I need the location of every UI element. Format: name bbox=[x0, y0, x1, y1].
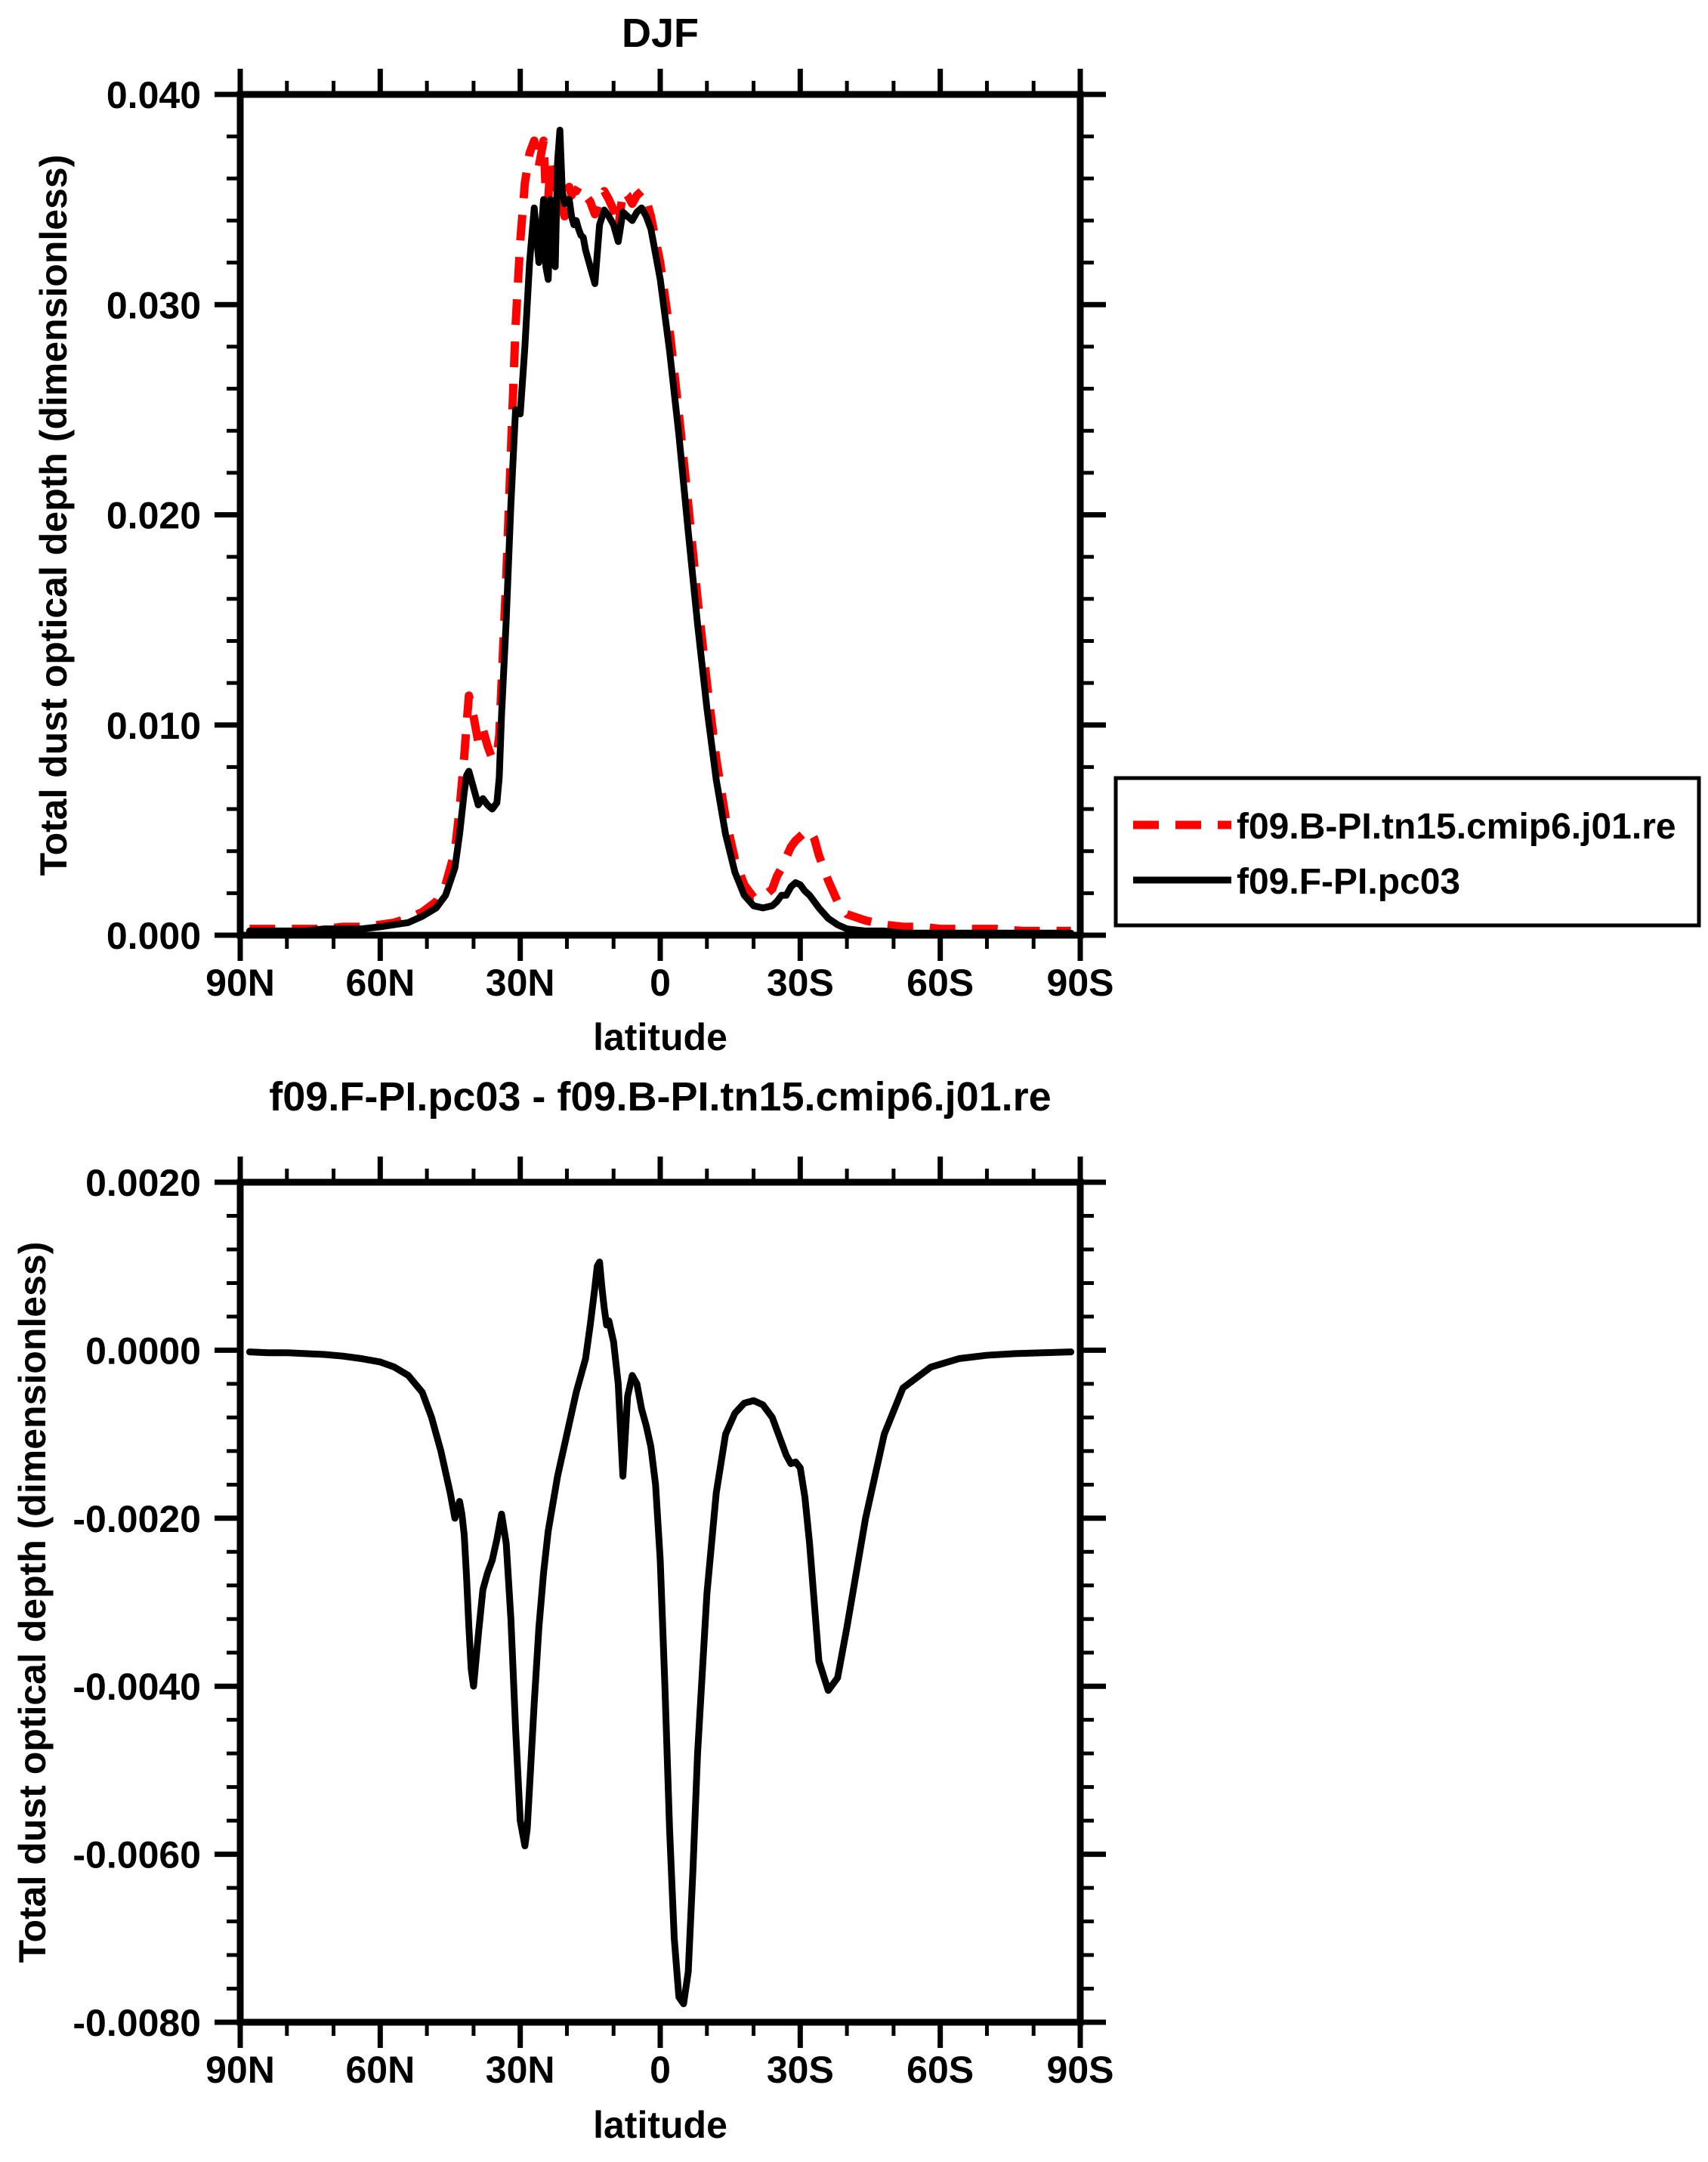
x-tick-label: 60S bbox=[907, 962, 974, 1004]
x-tick-label: 90S bbox=[1047, 2049, 1114, 2091]
x-tick-label: 90N bbox=[205, 2049, 275, 2091]
panel-title: f09.F-PI.pc03 - f09.B-PI.tn15.cmip6.j01.… bbox=[269, 1074, 1051, 1120]
y-tick-label: -0.0040 bbox=[73, 1666, 201, 1708]
x-tick-label: 30N bbox=[486, 962, 555, 1004]
y-tick-label: 0.0020 bbox=[85, 1162, 201, 1204]
y-axis-label: Total dust optical depth (dimensionless) bbox=[32, 155, 75, 876]
y-tick-label: 0.040 bbox=[107, 74, 201, 116]
legend: f09.B-PI.tn15.cmip6.j01.re f09.F-PI.pc03 bbox=[1113, 776, 1701, 928]
x-tick-label: 60N bbox=[345, 2049, 415, 2091]
x-axis-label: latitude bbox=[593, 1016, 727, 1058]
y-tick-label: 0.020 bbox=[107, 495, 201, 537]
y-tick-label: 0.030 bbox=[107, 284, 201, 326]
legend-entry-label: f09.F-PI.pc03 bbox=[1237, 862, 1460, 902]
legend-box bbox=[1113, 776, 1701, 928]
x-tick-label: 60S bbox=[907, 2049, 974, 2091]
x-tick-label: 90N bbox=[205, 962, 275, 1004]
series-line-solid bbox=[246, 126, 1075, 937]
y-tick-label: 0.010 bbox=[107, 705, 201, 747]
x-tick-label: 30S bbox=[767, 962, 834, 1004]
x-tick-label: 0 bbox=[650, 2049, 671, 2091]
y-tick-label: -0.0060 bbox=[73, 1834, 201, 1876]
y-axis-label: Total dust optical depth (dimensionless) bbox=[11, 1242, 54, 1963]
series-line-solid bbox=[246, 1259, 1075, 2008]
x-axis-label: latitude bbox=[593, 2104, 727, 2146]
x-tick-label: 60N bbox=[345, 962, 415, 1004]
y-tick-label: -0.0080 bbox=[73, 2002, 201, 2044]
x-tick-label: 30S bbox=[767, 2049, 834, 2091]
x-tick-label: 0 bbox=[650, 962, 671, 1004]
series-line-dashed bbox=[249, 136, 1071, 935]
legend-entry-label: f09.B-PI.tn15.cmip6.j01.re bbox=[1237, 807, 1676, 847]
panel-title: DJF bbox=[622, 11, 699, 56]
y-tick-label: -0.0020 bbox=[73, 1498, 201, 1540]
y-tick-label: 0.000 bbox=[107, 915, 201, 957]
x-tick-label: 90S bbox=[1047, 962, 1114, 1004]
panel-bottom: 90N 60N 30N 0 30S 60S 90S 0.0020 0.0000 -0.0020 -0… bbox=[11, 1074, 1113, 2146]
panel-top: 90N 60N 30N 0 30S 60S 90S 0.040 0.030 0.020 0.010 0… bbox=[32, 11, 1113, 1058]
y-tick-label: 0.0000 bbox=[85, 1330, 201, 1372]
plot-frame bbox=[236, 91, 1084, 939]
x-tick-label: 30N bbox=[486, 2049, 555, 2091]
